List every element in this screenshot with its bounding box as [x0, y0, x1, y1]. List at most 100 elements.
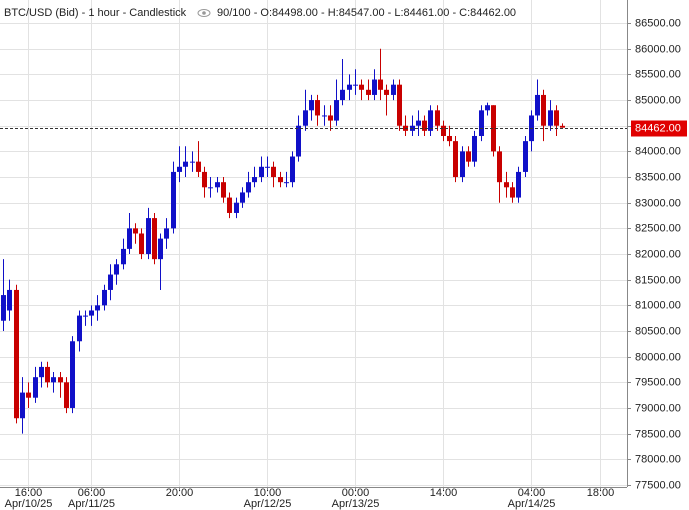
- y-tick-label: 83000.00: [635, 197, 681, 209]
- y-tick-label: 81000.00: [635, 299, 681, 311]
- candle-body: [146, 218, 151, 255]
- x-tick-label: 14:00: [430, 487, 458, 499]
- candle-body: [177, 166, 182, 172]
- x-tick-label: 16:00: [15, 487, 43, 499]
- y-tick-label: 83500.00: [635, 171, 681, 183]
- candle-body: [322, 115, 327, 117]
- candle-body: [447, 135, 452, 142]
- candle-body: [435, 110, 440, 126]
- candle-body: [171, 171, 176, 229]
- candle-body: [359, 84, 364, 90]
- x-tick-date: Apr/10/25: [5, 498, 53, 510]
- candle-body: [196, 161, 201, 172]
- y-tick-label: 80500.00: [635, 325, 681, 337]
- y-tick-label: 80000.00: [635, 351, 681, 363]
- y-tick-label: 79500.00: [635, 376, 681, 388]
- candle-body: [366, 89, 371, 95]
- x-tick-label: 06:00: [78, 487, 106, 499]
- candle-body: [133, 228, 138, 234]
- y-tick-label: 86500.00: [635, 17, 681, 29]
- candle-body: [372, 79, 377, 95]
- x-tick-label: 00:00: [342, 487, 370, 499]
- candle-body: [215, 182, 220, 188]
- candle-body: [384, 89, 389, 95]
- candle-body: [20, 392, 25, 419]
- x-tick-label: 04:00: [518, 487, 546, 499]
- candle-body: [491, 105, 496, 152]
- candle-body: [422, 120, 427, 131]
- candle-body: [391, 84, 396, 95]
- candle-body: [33, 377, 38, 398]
- candle-body: [428, 110, 433, 131]
- y-tick-label: 85500.00: [635, 68, 681, 80]
- last-price-label: 84462.00: [635, 122, 681, 134]
- candle-body: [453, 141, 458, 178]
- x-tick-label: 10:00: [254, 487, 282, 499]
- y-tick-label: 78500.00: [635, 428, 681, 440]
- candle-body: [152, 218, 157, 260]
- y-tick-label: 84000.00: [635, 145, 681, 157]
- candle-body: [164, 228, 169, 239]
- candle-body: [70, 341, 75, 408]
- y-tick-label: 81500.00: [635, 274, 681, 286]
- candle-body: [328, 115, 333, 121]
- candle-body: [259, 166, 264, 178]
- candle-body: [378, 79, 383, 90]
- candle-body: [554, 110, 559, 126]
- candle-body: [208, 187, 213, 189]
- last-price-box: [631, 120, 687, 137]
- candle-body: [340, 89, 345, 101]
- candle-body: [121, 248, 126, 265]
- candle-body: [548, 110, 553, 126]
- candle-body: [497, 151, 502, 183]
- candle-body: [139, 233, 144, 255]
- candle-body: [271, 166, 276, 178]
- candle-body: [284, 182, 289, 184]
- y-tick-label: 85000.00: [635, 94, 681, 106]
- candle-body: [202, 171, 207, 188]
- candle-body: [309, 100, 314, 111]
- candle-body: [504, 182, 509, 188]
- candle-body: [246, 182, 251, 193]
- candle-body: [466, 151, 471, 162]
- x-tick-date: Apr/14/25: [508, 498, 556, 510]
- candle-body: [108, 274, 113, 290]
- candle-body: [102, 289, 107, 306]
- candle-body: [479, 110, 484, 136]
- y-tick-label: 82000.00: [635, 248, 681, 260]
- x-tick-label: 18:00: [587, 487, 615, 499]
- ohlc-readout: 90/100 - O:84498.00 - H:84547.00 - L:844…: [217, 7, 516, 19]
- candle-body: [523, 141, 528, 172]
- candle-body: [127, 228, 132, 249]
- candle-body: [158, 238, 163, 260]
- candle-body: [290, 156, 295, 183]
- candle-body: [278, 177, 283, 183]
- candle-body: [516, 171, 521, 198]
- candle-body: [416, 120, 421, 126]
- candle-body: [14, 289, 19, 419]
- candle-body: [89, 310, 94, 316]
- candle-body: [265, 166, 270, 168]
- candle-body: [252, 177, 257, 183]
- candle-body: [7, 289, 12, 311]
- y-tick-label: 77500.00: [635, 479, 681, 491]
- candle-body: [485, 105, 490, 111]
- candle-body: [221, 182, 226, 198]
- candle-body: [234, 202, 239, 213]
- candle-body: [1, 295, 6, 321]
- x-tick-date: Apr/12/25: [244, 498, 292, 510]
- candle-body: [190, 161, 195, 163]
- candle-body: [303, 110, 308, 126]
- x-tick-date: Apr/13/25: [332, 498, 380, 510]
- candle-body: [315, 100, 320, 116]
- candles: [1, 48, 565, 434]
- y-tick-label: 78000.00: [635, 453, 681, 465]
- candle-body: [26, 392, 31, 398]
- candle-body: [95, 305, 100, 311]
- candle-body: [58, 377, 63, 383]
- visibility-icon[interactable]: [197, 9, 211, 17]
- chart-title: BTC/USD (Bid) - 1 hour - Candlestick: [4, 7, 187, 19]
- candle-body: [240, 192, 245, 203]
- candle-body: [77, 315, 82, 342]
